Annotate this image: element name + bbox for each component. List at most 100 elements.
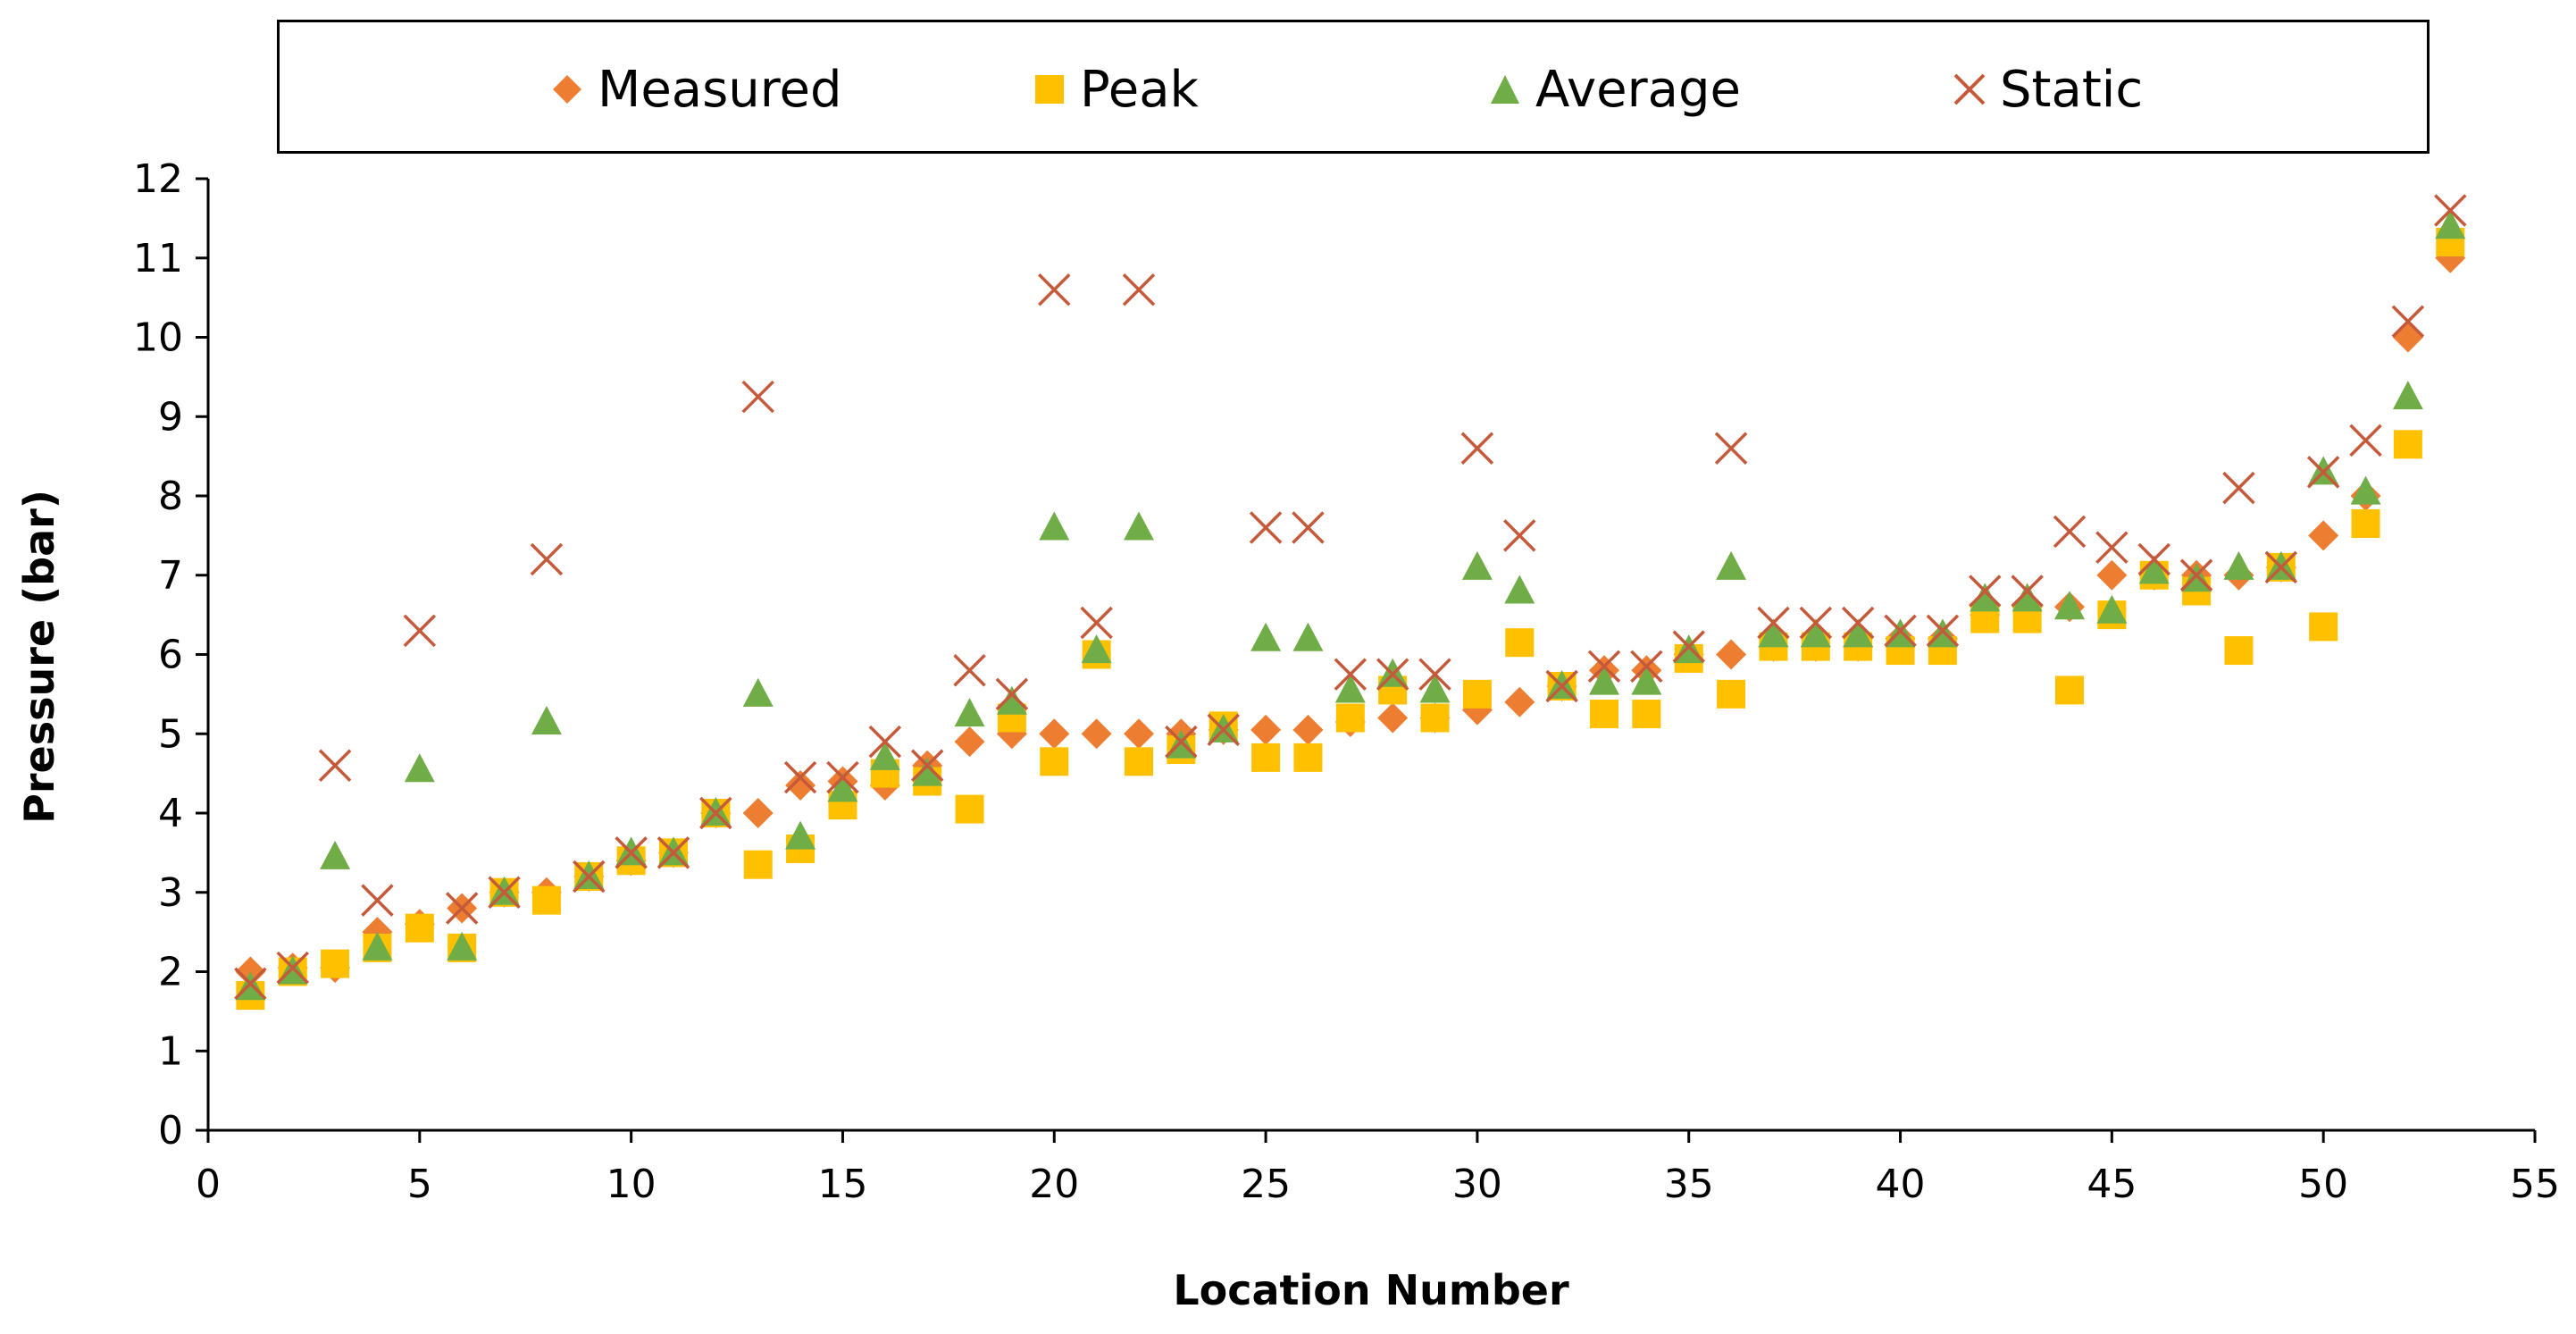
y-tick-label: 3 — [158, 870, 183, 916]
average-point — [1589, 666, 1619, 695]
average-point — [1800, 618, 1831, 648]
measured-point — [1292, 714, 1324, 745]
y-tick-label: 5 — [158, 711, 183, 757]
static-point — [826, 760, 859, 794]
x-tick-label: 55 — [2510, 1162, 2560, 1207]
diamond-marker-icon — [553, 75, 581, 104]
static-point — [318, 749, 352, 782]
static-point — [1841, 606, 1875, 640]
x-tick-label: 5 — [407, 1162, 432, 1207]
legend-label-measured: Measured — [598, 60, 842, 119]
static-point — [2264, 550, 2298, 584]
average-point — [362, 931, 393, 961]
peak-point — [2309, 612, 2338, 642]
peak-point — [321, 949, 350, 978]
average-point — [1461, 550, 1493, 580]
peak-point — [2224, 636, 2254, 666]
measured-point — [785, 769, 816, 801]
y-tick-label: 8 — [158, 474, 183, 519]
static-point — [1165, 725, 1198, 759]
measured-point — [2308, 520, 2339, 551]
x-marker-icon — [1953, 73, 1986, 105]
static-point — [234, 967, 267, 1001]
static-point — [276, 951, 309, 985]
series-peak — [236, 228, 2465, 1011]
average-point — [912, 757, 943, 786]
average-point — [2011, 583, 2043, 612]
static-point — [995, 677, 1029, 711]
measured-point — [1081, 718, 1112, 750]
y-tick-label: 6 — [158, 633, 183, 678]
static-point — [1292, 511, 1325, 544]
average-point — [531, 705, 562, 734]
y-tick-label: 1 — [158, 1028, 183, 1074]
static-point — [1038, 273, 1071, 306]
average-point — [785, 820, 816, 850]
x-tick-label: 10 — [606, 1162, 657, 1207]
peak-point — [1420, 703, 1450, 733]
legend-label-peak: Peak — [1080, 60, 1199, 119]
average-point — [1843, 618, 1874, 648]
peak-point — [1590, 700, 1618, 729]
y-tick-label: 11 — [133, 236, 183, 281]
static-point — [953, 654, 986, 687]
static-point — [2095, 531, 2129, 564]
measured-point — [1716, 639, 1747, 670]
legend-label-average: Average — [1535, 60, 1741, 119]
average-point — [404, 753, 435, 783]
static-point — [1460, 432, 1494, 465]
x-axis-title: Location Number — [1173, 1266, 1569, 1314]
x-tick-label: 40 — [1876, 1162, 1926, 1207]
triangle-marker-icon — [1491, 75, 1519, 104]
peak-point — [743, 850, 773, 879]
static-point — [2053, 515, 2087, 549]
x-tick-label: 45 — [2087, 1162, 2137, 1207]
average-point — [1758, 618, 1789, 648]
static-point — [1418, 658, 1451, 691]
peak-point — [1335, 703, 1365, 733]
x-tick-label: 30 — [1452, 1162, 1502, 1207]
static-point — [1672, 630, 1705, 663]
y-tick-label: 12 — [133, 156, 183, 202]
average-point — [2054, 591, 2085, 620]
measured-point — [1504, 686, 1535, 717]
y-tick-label: 9 — [158, 394, 183, 440]
square-marker-icon — [1035, 75, 1064, 104]
measured-point — [1039, 718, 1070, 750]
static-point — [488, 876, 521, 909]
series-measured — [235, 242, 2466, 987]
x-tick-label: 50 — [2298, 1162, 2348, 1207]
average-point — [1334, 674, 1366, 703]
static-point — [699, 796, 732, 830]
static-point — [1969, 575, 2002, 608]
data-marks — [234, 194, 2467, 1011]
static-point — [1799, 606, 1833, 640]
x-tick-label: 0 — [196, 1162, 221, 1207]
static-point — [1884, 614, 1917, 648]
legend: Measured Peak Average Static — [277, 20, 2430, 154]
peak-point — [1462, 679, 1492, 709]
legend-item-average: Average — [1485, 22, 1741, 156]
measured-point — [954, 726, 985, 758]
measured-point — [1124, 718, 1154, 750]
average-point — [827, 773, 858, 802]
static-point — [361, 884, 394, 917]
static-point — [1545, 669, 1578, 703]
measured-point — [2392, 322, 2423, 353]
static-point — [1249, 511, 1283, 544]
peak-point — [2351, 509, 2380, 539]
average-point — [320, 840, 351, 869]
peak-point — [1125, 747, 1153, 776]
static-point — [1376, 658, 1409, 691]
x-tick-label: 35 — [1664, 1162, 1714, 1207]
y-axis-title: Pressure (bar) — [15, 490, 63, 824]
x-tick-label: 25 — [1241, 1162, 1291, 1207]
static-point — [2391, 305, 2425, 338]
static-point — [2137, 542, 2170, 576]
average-point — [447, 931, 478, 961]
static-point — [783, 760, 817, 794]
average-point — [742, 677, 774, 707]
static-point — [573, 860, 606, 894]
